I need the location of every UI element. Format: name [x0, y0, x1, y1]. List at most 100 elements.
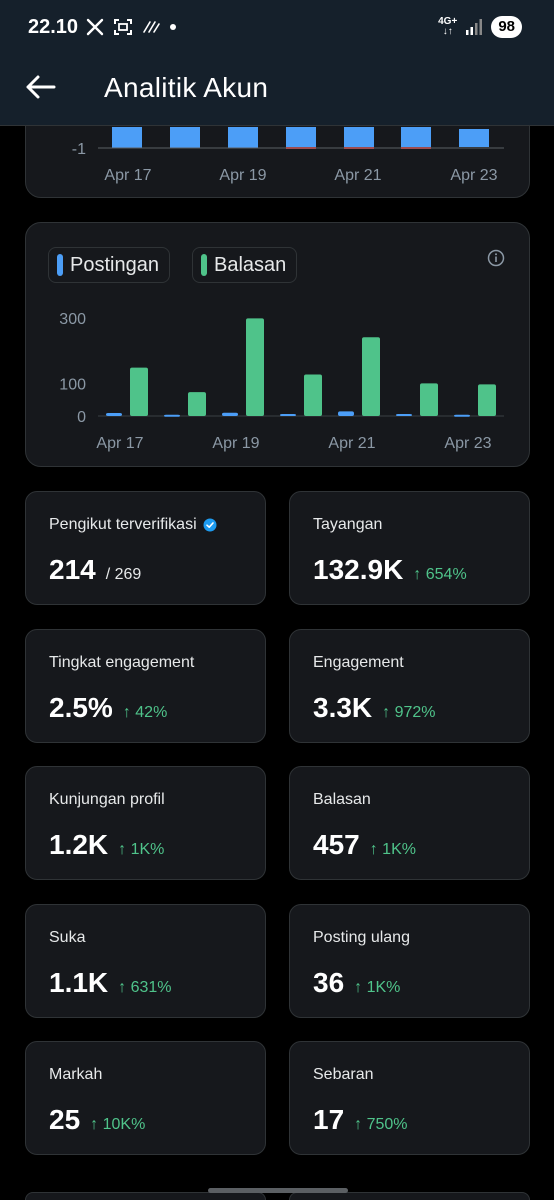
home-indicator[interactable]: [208, 1188, 348, 1193]
legend-postingan[interactable]: Postingan: [48, 247, 170, 283]
bar-balasan: [362, 337, 380, 416]
bar-postingan: [338, 411, 354, 416]
top-chart-x-label-2: Apr 21: [334, 167, 381, 184]
stat-change: ↑ 654%: [413, 566, 467, 583]
stat-value: 1.1K: [49, 967, 109, 998]
stat-value-row: 214 / 269: [49, 554, 141, 586]
page-title: Analitik Akun: [104, 72, 269, 103]
status-bar: 22.10 4G+ ↓↑ 98: [0, 0, 554, 58]
bar-postingan: [164, 414, 180, 417]
dot-icon: [170, 24, 176, 30]
top-chart-x-label-0: Apr 17: [104, 167, 151, 184]
stat-label: Tayangan: [313, 516, 382, 534]
stat-card[interactable]: Engagement 3.3K ↑ 972%: [289, 629, 530, 743]
top-chart-bar: [286, 127, 316, 148]
y-tick-label: 100: [59, 376, 86, 393]
stat-card[interactable]: Posting ulang 36 ↑ 1K%: [289, 904, 530, 1018]
bar-balasan: [478, 384, 496, 416]
bar-postingan: [396, 414, 412, 417]
stat-value: 25: [49, 1104, 81, 1135]
stat-card[interactable]: Kunjungan profil 1.2K ↑ 1K%: [25, 766, 266, 880]
y-tick-label: 0: [77, 409, 86, 426]
stat-card[interactable]: Markah 25 ↑ 10K%: [25, 1041, 266, 1155]
stat-value-row: 132.9K ↑ 654%: [313, 554, 467, 586]
stat-label-text: Engagement: [313, 654, 404, 671]
stat-label-text: Sebaran: [313, 1066, 374, 1083]
bar-postingan: [222, 412, 238, 416]
stat-total: / 269: [105, 566, 142, 583]
stat-value-row: 1.2K ↑ 1K%: [49, 829, 164, 861]
stat-card[interactable]: Tayangan 132.9K ↑ 654%: [289, 491, 530, 605]
top-chart-x-label-1: Apr 19: [219, 167, 266, 184]
battery-indicator: 98: [491, 16, 522, 38]
stat-change: ↑ 1K%: [354, 979, 401, 996]
stat-value-row: 2.5% ↑ 42%: [49, 692, 167, 724]
stat-value: 2.5%: [49, 692, 113, 723]
bar-postingan: [454, 414, 470, 417]
stat-card[interactable]: Sebaran 17 ↑ 750%: [289, 1041, 530, 1155]
signal-icon: [466, 19, 483, 35]
bar-postingan: [280, 414, 296, 417]
stat-label-text: Kunjungan profil: [49, 791, 165, 808]
x-logo-icon: [86, 18, 104, 36]
screenshot-icon: [114, 19, 132, 35]
x-tick-label: Apr 21: [328, 435, 375, 452]
stat-label: Engagement: [313, 654, 404, 672]
x-tick-label: Apr 19: [212, 435, 259, 452]
stat-label-text: Suka: [49, 929, 86, 946]
stat-label-text: Posting ulang: [313, 929, 410, 946]
top-chart-bar: [344, 127, 374, 148]
bar-balasan: [420, 383, 438, 416]
top-chart-bar: [401, 127, 431, 148]
x-tick-label: Apr 17: [96, 435, 143, 452]
top-chart: -1 Apr 17 Apr 19 Apr 21 Apr 23: [72, 127, 504, 184]
top-chart-bar: [170, 127, 200, 148]
app-bar: Analitik Akun: [0, 58, 554, 126]
stat-change: ↑ 631%: [118, 979, 172, 996]
stat-label: Kunjungan profil: [49, 791, 165, 809]
stat-label-text: Pengikut terverifikasi: [49, 516, 197, 533]
stat-change: ↑ 972%: [382, 704, 436, 721]
stat-value-row: 1.1K ↑ 631%: [49, 967, 172, 999]
legend-swatch-postingan: [57, 254, 63, 276]
status-time: 22.10: [28, 16, 79, 38]
stat-label: Posting ulang: [313, 929, 410, 947]
stat-change: ↑ 1K%: [118, 841, 165, 858]
top-chart-bar: [112, 127, 142, 148]
top-chart-x-label-3: Apr 23: [450, 167, 497, 184]
status-right: 4G+ ↓↑ 98: [438, 16, 522, 38]
posts-replies-chart-card: Postingan Balasan 300 100 0 Apr 17 Apr 19 Apr…: [25, 222, 530, 467]
stat-value-row: 457 ↑ 1K%: [313, 829, 416, 861]
stat-value: 457: [313, 829, 360, 860]
top-chart-bar: [228, 127, 258, 148]
stat-value: 132.9K: [313, 554, 404, 585]
verified-badge-icon: [203, 518, 217, 532]
back-arrow-icon[interactable]: [24, 72, 58, 102]
stat-value-row: 3.3K ↑ 972%: [313, 692, 436, 724]
network-type: 4G+ ↓↑: [438, 16, 458, 37]
info-icon[interactable]: [487, 249, 505, 267]
stat-label: Balasan: [313, 791, 371, 809]
bar-balasan: [304, 374, 322, 416]
stat-label: Pengikut terverifikasi: [49, 516, 217, 534]
stat-value: 36: [313, 967, 345, 998]
stat-card[interactable]: Balasan 457 ↑ 1K%: [289, 766, 530, 880]
stat-change: ↑ 750%: [354, 1116, 408, 1133]
data-saver-icon: [143, 21, 160, 33]
stat-card[interactable]: Tingkat engagement 2.5% ↑ 42%: [25, 629, 266, 743]
legend-swatch-balasan: [201, 254, 207, 276]
stat-value: 214: [49, 554, 96, 585]
stat-label-text: Markah: [49, 1066, 103, 1083]
stat-value: 17: [313, 1104, 345, 1135]
stat-card[interactable]: Suka 1.1K ↑ 631%: [25, 904, 266, 1018]
stat-label: Suka: [49, 929, 85, 947]
legend-balasan[interactable]: Balasan: [192, 247, 298, 283]
stat-label: Markah: [49, 1066, 102, 1084]
bar-postingan: [106, 413, 122, 416]
stat-value-row: 36 ↑ 1K%: [313, 967, 400, 999]
stat-card[interactable]: Pengikut terverifikasi 214 / 269: [25, 491, 266, 605]
stat-label-text: Tayangan: [313, 516, 383, 533]
bar-balasan: [130, 367, 148, 416]
stat-value: 1.2K: [49, 829, 109, 860]
top-chart-bar: [459, 129, 489, 147]
